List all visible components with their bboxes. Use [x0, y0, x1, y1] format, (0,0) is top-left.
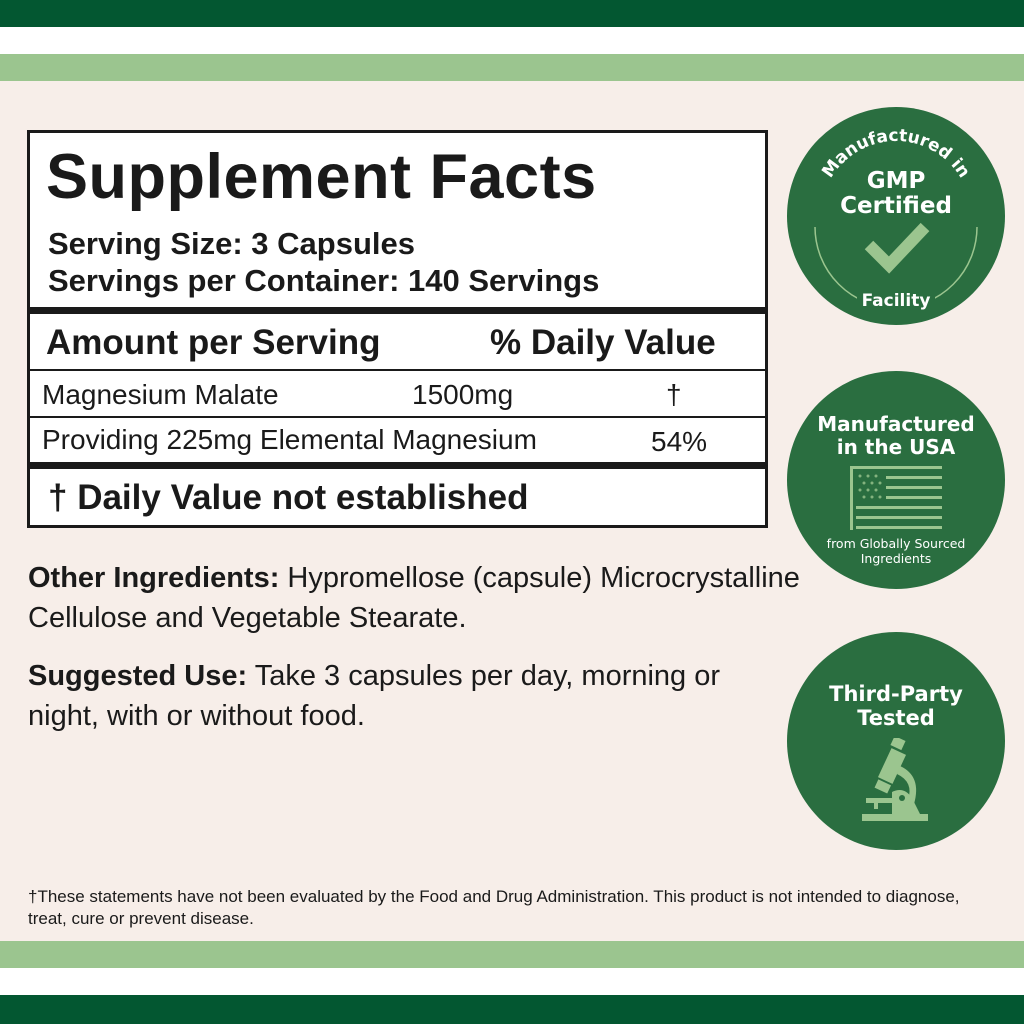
fda-disclaimer: †These statements have not been evaluate… [28, 887, 960, 928]
header-amount: Amount per Serving [46, 323, 381, 362]
usa-title: Manufactured in the USA [787, 413, 1005, 459]
suggested-use-text: Take 3 capsules per day, morning or nigh… [28, 660, 721, 732]
bottom-dark-band [0, 995, 1024, 1024]
supplement-facts-panel: Supplement Facts Serving Size: 3 Capsule… [27, 130, 768, 528]
divider [30, 416, 765, 418]
check-icon [864, 222, 930, 274]
top-light-band [0, 54, 1024, 81]
usa-subtitle: from Globally Sourced Ingredients [787, 536, 1005, 566]
usa-line2: in the USA [836, 435, 956, 459]
badge-ring: Manufactured in Facility [814, 126, 978, 311]
divider [30, 307, 765, 314]
other-ingredients-label: Other Ingredients: [28, 562, 280, 594]
suggested-use-label: Suggested Use: [28, 660, 248, 692]
serving-size: Serving Size: 3 Capsules [48, 226, 415, 261]
header-daily-value: % Daily Value [490, 323, 716, 362]
bottom-white-band [0, 968, 1024, 995]
suggested-use: Suggested Use: Take 3 capsules per day, … [28, 656, 728, 736]
tested-line2: Tested [857, 706, 935, 730]
arc-bottom-text: Facility [862, 291, 931, 311]
row-dv: 54% [651, 426, 708, 457]
top-white-band [0, 27, 1024, 54]
other-ingredients: Other Ingredients: Hypromellose (capsule… [28, 558, 828, 638]
divider [30, 369, 765, 371]
usa-sub1: from Globally Sourced [826, 536, 966, 551]
row-name: Providing 225mg Elemental Magnesium [42, 424, 537, 455]
made-in-usa-badge: Manufactured in the USA from Globally Sou… [787, 371, 1005, 589]
top-dark-band [0, 0, 1024, 27]
us-flag-icon [850, 466, 942, 530]
bottom-light-band [0, 941, 1024, 968]
row-dv: † [666, 379, 682, 410]
gmp-title: GMP Certified [787, 169, 1005, 219]
row-name: Magnesium Malate [42, 379, 279, 410]
gmp-line2: Certified [840, 193, 952, 219]
other-ingredients-text: Hypromellose (capsule) Microcrystalline … [28, 562, 800, 634]
servings-per-container: Servings per Container: 140 Servings [48, 263, 600, 298]
tested-title: Third-Party Tested [787, 682, 1005, 730]
row-amount: 1500mg [412, 379, 514, 410]
usa-sub2: Ingredients [860, 551, 932, 566]
facts-footnote: † Daily Value not established [48, 478, 529, 517]
gmp-line1: GMP [866, 168, 926, 194]
third-party-tested-badge: Third-Party Tested [787, 632, 1005, 850]
divider [30, 462, 765, 469]
tested-line1: Third-Party [829, 682, 963, 706]
usa-line1: Manufactured [817, 412, 975, 436]
facts-title: Supplement Facts [46, 142, 597, 212]
microscope-icon [862, 738, 928, 821]
gmp-certified-badge: Manufactured in Facility GMP Certified [787, 107, 1005, 325]
